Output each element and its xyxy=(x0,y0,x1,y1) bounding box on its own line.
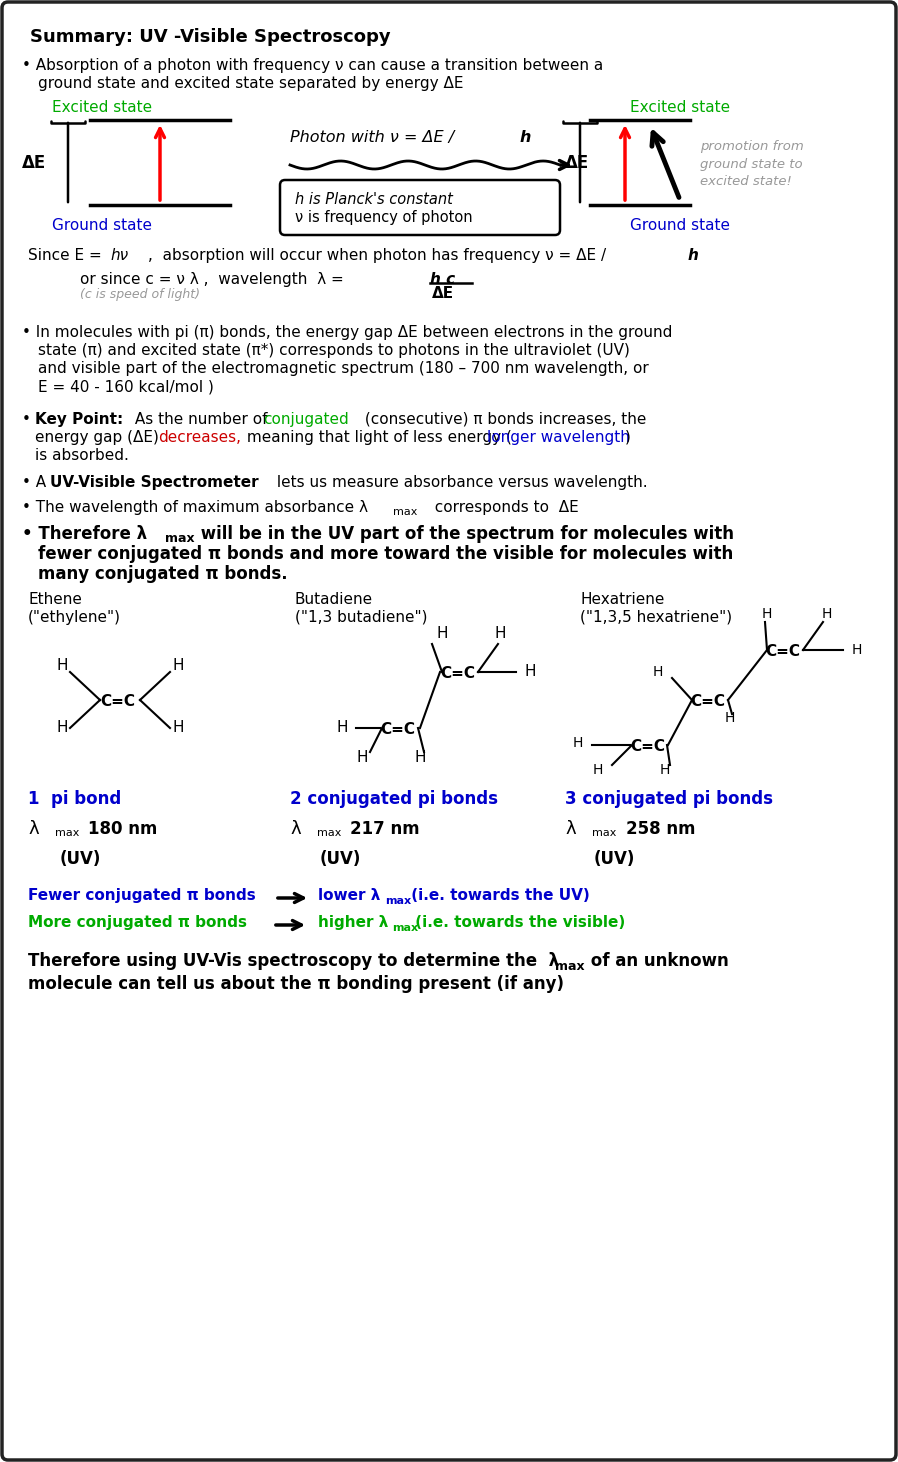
Text: max: max xyxy=(165,532,195,545)
Text: ("1,3 butadiene"): ("1,3 butadiene") xyxy=(295,610,427,624)
Text: H: H xyxy=(762,607,772,621)
Text: ΔE: ΔE xyxy=(22,154,47,171)
Text: H: H xyxy=(357,750,368,766)
Text: state (π) and excited state (π*) corresponds to photons in the ultraviolet (UV): state (π) and excited state (π*) corresp… xyxy=(38,344,629,358)
Text: Hexatriene: Hexatriene xyxy=(580,592,665,607)
Text: ground state to: ground state to xyxy=(700,158,803,171)
Text: 217 nm: 217 nm xyxy=(350,820,419,838)
Text: UV-Visible Spectrometer: UV-Visible Spectrometer xyxy=(50,475,259,490)
Text: H: H xyxy=(660,763,670,776)
Text: •: • xyxy=(22,412,36,427)
Text: C=C: C=C xyxy=(630,738,665,754)
Text: H: H xyxy=(414,750,426,766)
FancyBboxPatch shape xyxy=(280,180,560,235)
Text: max: max xyxy=(317,827,341,838)
Text: Photon with ν = ΔE /: Photon with ν = ΔE / xyxy=(290,130,459,145)
Text: 258 nm: 258 nm xyxy=(626,820,695,838)
Text: H: H xyxy=(593,763,603,776)
Text: H: H xyxy=(653,665,664,678)
Text: ): ) xyxy=(625,430,631,444)
Text: and visible part of the electromagnetic spectrum (180 – 700 nm wavelength, or: and visible part of the electromagnetic … xyxy=(38,361,648,376)
Text: h: h xyxy=(688,249,699,263)
Text: corresponds to  ΔE: corresponds to ΔE xyxy=(425,500,578,515)
Text: or since c = ν λ ,  wavelength  λ =: or since c = ν λ , wavelength λ = xyxy=(80,272,348,287)
Text: • In molecules with pi (π) bonds, the energy gap ΔE between electrons in the gro: • In molecules with pi (π) bonds, the en… xyxy=(22,325,673,341)
Text: hν: hν xyxy=(110,249,128,263)
Text: many conjugated π bonds.: many conjugated π bonds. xyxy=(38,564,287,583)
Text: (c is speed of light): (c is speed of light) xyxy=(80,288,200,301)
Text: higher λ: higher λ xyxy=(318,915,388,930)
Text: 1  pi bond: 1 pi bond xyxy=(28,789,121,808)
Text: lets us measure absorbance versus wavelength.: lets us measure absorbance versus wavele… xyxy=(272,475,647,490)
Text: C=C: C=C xyxy=(765,643,800,659)
Text: h: h xyxy=(520,130,532,145)
Text: max: max xyxy=(555,961,585,974)
Text: H: H xyxy=(852,643,862,656)
Text: • The wavelength of maximum absorbance λ: • The wavelength of maximum absorbance λ xyxy=(22,500,368,515)
Text: H: H xyxy=(172,658,184,674)
Text: conjugated: conjugated xyxy=(263,412,348,427)
Text: is absorbed.: is absorbed. xyxy=(35,447,129,463)
Text: 180 nm: 180 nm xyxy=(88,820,157,838)
Text: (consecutive) π bonds increases, the: (consecutive) π bonds increases, the xyxy=(360,412,647,427)
Text: λ: λ xyxy=(565,820,576,838)
Text: H: H xyxy=(725,711,735,725)
Text: (UV): (UV) xyxy=(60,849,101,868)
Text: max: max xyxy=(592,827,616,838)
Text: H: H xyxy=(822,607,832,621)
Text: C=C: C=C xyxy=(100,694,135,709)
Text: ground state and excited state separated by energy ΔE: ground state and excited state separated… xyxy=(38,76,463,91)
Text: energy gap (ΔE): energy gap (ΔE) xyxy=(35,430,163,444)
Text: lower λ: lower λ xyxy=(318,887,381,904)
Text: λ: λ xyxy=(290,820,301,838)
Text: ("1,3,5 hexatriene"): ("1,3,5 hexatriene") xyxy=(580,610,732,624)
Text: Therefore using UV-Vis spectroscopy to determine the  λ: Therefore using UV-Vis spectroscopy to d… xyxy=(28,952,559,969)
Text: • Absorption of a photon with frequency ν can cause a transition between a: • Absorption of a photon with frequency … xyxy=(22,58,603,73)
Text: max: max xyxy=(392,923,418,933)
Text: H: H xyxy=(172,721,184,735)
Text: Butadiene: Butadiene xyxy=(295,592,374,607)
Text: H: H xyxy=(573,735,583,750)
Text: Excited state: Excited state xyxy=(52,99,152,115)
Text: C=C: C=C xyxy=(380,722,415,737)
Text: Key Point:: Key Point: xyxy=(35,412,123,427)
Text: • Therefore λ: • Therefore λ xyxy=(22,525,147,542)
Text: H: H xyxy=(494,627,506,642)
Text: ("ethylene"): ("ethylene") xyxy=(28,610,121,624)
Text: E = 40 - 160 kcal/mol ): E = 40 - 160 kcal/mol ) xyxy=(38,379,214,393)
Text: Fewer conjugated π bonds: Fewer conjugated π bonds xyxy=(28,887,256,904)
Text: of an unknown: of an unknown xyxy=(585,952,729,969)
Text: (i.e. towards the UV): (i.e. towards the UV) xyxy=(406,887,590,904)
Text: ΔE: ΔE xyxy=(565,154,589,171)
Text: molecule can tell us about the π bonding present (if any): molecule can tell us about the π bonding… xyxy=(28,975,564,993)
Text: Ground state: Ground state xyxy=(52,218,152,232)
Text: ,  absorption will occur when photon has frequency ν = ΔE /: , absorption will occur when photon has … xyxy=(148,249,611,263)
Text: (UV): (UV) xyxy=(594,849,636,868)
Text: h is Planck's constant: h is Planck's constant xyxy=(295,192,453,208)
Text: Summary: UV -Visible Spectroscopy: Summary: UV -Visible Spectroscopy xyxy=(30,28,391,45)
Text: (i.e. towards the visible): (i.e. towards the visible) xyxy=(410,915,625,930)
Text: 2 conjugated pi bonds: 2 conjugated pi bonds xyxy=(290,789,498,808)
Text: fewer conjugated π bonds and more toward the visible for molecules with: fewer conjugated π bonds and more toward… xyxy=(38,545,734,563)
Text: More conjugated π bonds: More conjugated π bonds xyxy=(28,915,247,930)
Text: max: max xyxy=(55,827,79,838)
Text: C=C: C=C xyxy=(440,667,475,681)
Text: h c: h c xyxy=(430,272,455,287)
Text: max: max xyxy=(385,896,411,906)
Text: 3 conjugated pi bonds: 3 conjugated pi bonds xyxy=(565,789,773,808)
Text: ν is frequency of photon: ν is frequency of photon xyxy=(295,211,472,225)
Text: excited state!: excited state! xyxy=(700,175,792,189)
Text: H: H xyxy=(57,721,67,735)
Text: decreases,: decreases, xyxy=(158,430,241,444)
Text: H: H xyxy=(436,627,448,642)
Text: As the number of: As the number of xyxy=(130,412,272,427)
Text: longer wavelength: longer wavelength xyxy=(487,430,629,444)
Text: H: H xyxy=(524,665,536,680)
Text: H: H xyxy=(57,658,67,674)
Text: (UV): (UV) xyxy=(320,849,361,868)
Text: meaning that light of less energy (: meaning that light of less energy ( xyxy=(242,430,512,444)
Text: promotion from: promotion from xyxy=(700,140,804,154)
Text: λ: λ xyxy=(28,820,39,838)
Text: H: H xyxy=(336,721,348,735)
